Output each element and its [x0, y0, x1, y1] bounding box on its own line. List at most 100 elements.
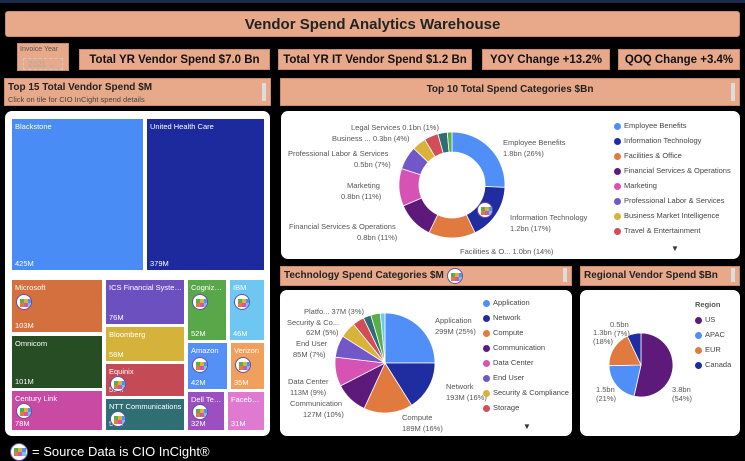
treemap-tile[interactable]: NTT Communications56M: [105, 398, 185, 431]
legend-dot-icon: [614, 168, 621, 175]
tile-value: 379M: [150, 259, 169, 268]
region-title: Regional Vendor Spend $Bn: [584, 270, 718, 281]
scrollbar[interactable]: [262, 83, 266, 101]
tech-title: Technology Spend Categories $M: [284, 270, 444, 281]
region-header: Regional Vendor Spend $Bn: [580, 266, 740, 286]
label-network-value: 193M (16%): [446, 393, 487, 402]
slicer-label: Invoice Year: [20, 46, 59, 53]
legend-item[interactable]: Employee Benefits: [614, 119, 734, 134]
treemap-tile[interactable]: Cogniza... 52M: [187, 279, 227, 341]
legend-label: Communication: [493, 343, 546, 353]
source-icon[interactable]: [192, 357, 208, 373]
pie-slice[interactable]: [363, 362, 413, 414]
treemap-tile[interactable]: Equinix56M: [105, 363, 185, 397]
legend-label: APAC: [705, 330, 725, 340]
legend-label: US: [705, 315, 716, 325]
treemap-tile[interactable]: Omnicom 101M: [11, 335, 103, 389]
legend-item[interactable]: APAC: [695, 328, 737, 343]
legend-scroll-down-icon[interactable]: ▼: [671, 244, 679, 253]
tile-label: United Health Care: [150, 122, 214, 131]
tech-pie-chart: Platfo... 37M (3%) Security & Co... 62M …: [287, 307, 531, 433]
legend-item[interactable]: Communication: [483, 341, 569, 356]
legend-scroll-down-icon[interactable]: ▼: [523, 422, 531, 431]
treemap-tile[interactable]: Verizon 35M: [230, 342, 265, 390]
legend-label: EUR: [705, 345, 721, 355]
legend-dot-icon: [614, 213, 621, 220]
legend-item[interactable]: End User: [483, 371, 569, 386]
label-communication-value: 127M (10%): [303, 410, 344, 419]
label-it: Information Technology: [510, 213, 588, 222]
tile-value: 42M: [191, 378, 206, 387]
legend-item[interactable]: Travel & Entertainment: [614, 224, 734, 239]
treemap-tile[interactable]: Microsoft 103M: [11, 279, 103, 333]
legend-item[interactable]: Storage: [483, 401, 569, 416]
treemap-tile[interactable]: Facebo... 31M: [227, 391, 265, 431]
tile-value: 52M: [191, 329, 206, 338]
pie-slice[interactable]: [451, 131, 506, 188]
label-application-value: 299M (25%): [435, 327, 476, 336]
tile-value: 35M: [234, 378, 249, 387]
label-legal: Legal Services 0.1bn (1%): [351, 123, 439, 132]
label-security-value: 62M (5%): [306, 328, 339, 337]
source-icon[interactable]: [16, 403, 32, 419]
legend-item[interactable]: Canada: [695, 358, 737, 373]
scrollbar[interactable]: [563, 268, 567, 282]
legend-item[interactable]: Data Center: [483, 356, 569, 371]
source-icon[interactable]: [192, 404, 208, 420]
invoice-year-slicer[interactable]: Invoice Year 2021 ⌄: [17, 43, 69, 71]
year-dropdown[interactable]: 2021 ⌄: [23, 58, 63, 70]
source-icon[interactable]: [477, 202, 493, 218]
legend-dot-icon: [614, 123, 621, 130]
pie-slice[interactable]: [379, 312, 386, 364]
legend-item[interactable]: Professional Labor & Services: [614, 194, 734, 209]
legend-item[interactable]: Financial Services & Operations: [614, 164, 734, 179]
treemap-tile[interactable]: United Health Care 379M: [146, 118, 265, 271]
scrollbar[interactable]: [731, 83, 735, 101]
legend-item[interactable]: US: [695, 313, 737, 328]
label-platform: Platfo... 37M (3%): [304, 307, 365, 316]
label-prof-value: 0.5bn (7%): [354, 160, 391, 169]
pie-slice[interactable]: [384, 362, 436, 406]
source-icon[interactable]: [192, 294, 208, 310]
legend-dot-icon: [483, 345, 490, 352]
source-icon[interactable]: [110, 376, 126, 392]
treemap-tile[interactable]: Century Link 78M: [11, 390, 103, 431]
categories-donut-chart: Legal Services 0.1bn (1%) Business ... 0…: [288, 123, 679, 256]
legend-item[interactable]: Compute: [483, 326, 569, 341]
legend-dot-icon: [483, 375, 490, 382]
source-icon[interactable]: [447, 268, 463, 284]
pie-slice[interactable]: [626, 332, 642, 366]
source-icon[interactable]: [235, 357, 251, 373]
legend-item[interactable]: EUR: [695, 343, 737, 358]
treemap-tile[interactable]: Dell Tec... 32M: [187, 391, 225, 431]
label-canada: 0.5bn: [610, 320, 629, 329]
pie-slice[interactable]: [633, 332, 674, 398]
pie-slice[interactable]: [384, 312, 436, 364]
treemap-tile[interactable]: Bloomberg 58M: [105, 326, 185, 362]
source-icon[interactable]: [110, 411, 126, 427]
label-eur: 1.3bn: [593, 328, 612, 337]
source-icon[interactable]: [234, 294, 250, 310]
pie-slice[interactable]: [608, 364, 642, 397]
legend-item[interactable]: Security & Compliance: [483, 386, 569, 401]
legend-item[interactable]: Information Technology: [614, 134, 734, 149]
label-enduser: End User: [296, 339, 328, 348]
source-icon[interactable]: [16, 294, 32, 310]
scrollbar[interactable]: [731, 268, 735, 282]
pie-slice[interactable]: [446, 131, 453, 153]
legend-item[interactable]: Application: [483, 296, 569, 311]
treemap-tile[interactable]: ICS Financial Systems 76M: [105, 279, 185, 325]
label-network: Network: [446, 382, 474, 391]
legend-item[interactable]: Network: [483, 311, 569, 326]
legend-item[interactable]: Facilities & Office: [614, 149, 734, 164]
treemap-tile[interactable]: Amazon 42M: [187, 342, 228, 390]
legend-item[interactable]: Business Market Intelligence: [614, 209, 734, 224]
treemap-tile[interactable]: Blackstone 425M: [11, 118, 144, 271]
legend-item[interactable]: Marketing: [614, 179, 734, 194]
legend-label: Professional Labor & Services: [624, 196, 725, 206]
tile-value: 425M: [15, 259, 34, 268]
legend-label: Network: [493, 313, 521, 323]
treemap-tile[interactable]: IBM 46M: [229, 279, 265, 341]
source-icon: [10, 443, 28, 461]
kpi-it-vendor-spend: Total YR IT Vendor Spend $1.2 Bn: [278, 49, 472, 70]
